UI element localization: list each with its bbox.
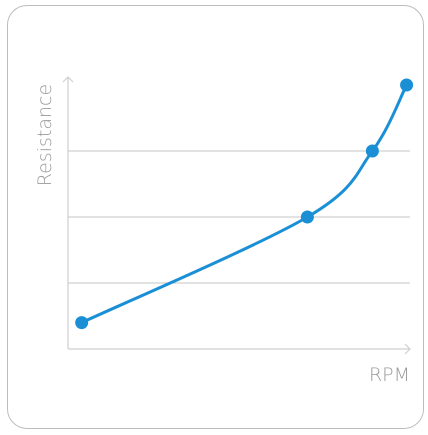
grid-lines — [68, 150, 410, 284]
x-axis-label: RPM — [369, 364, 410, 386]
data-point-1 — [75, 316, 89, 330]
data-point-4 — [400, 78, 414, 92]
data-points — [75, 78, 414, 330]
data-point-3 — [365, 144, 379, 158]
y-axis-label: Resistance — [34, 84, 56, 186]
series-line — [80, 83, 409, 325]
data-point-2 — [300, 210, 314, 224]
y-axis-arrow-icon — [62, 76, 74, 83]
x-axis-arrow-icon — [404, 343, 411, 355]
